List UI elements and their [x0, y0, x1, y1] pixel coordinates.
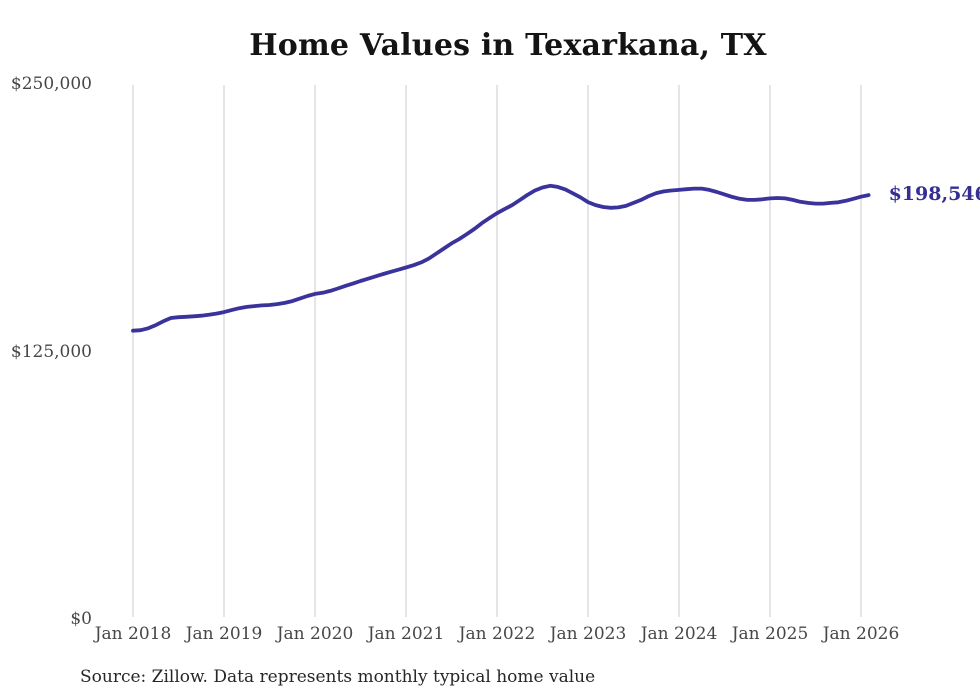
x-axis-label: Jan 2026 [822, 624, 900, 644]
y-axis-label: $125,000 [10, 341, 92, 362]
gridlines [132, 85, 862, 617]
x-axis-label: Jan 2019 [185, 624, 263, 644]
x-axis-label: Jan 2020 [276, 624, 354, 644]
x-axis-label: Jan 2024 [640, 624, 718, 644]
y-axis-label: $0 [70, 609, 92, 629]
home-value-line [131, 183, 871, 333]
current-value-label: $198,546 [888, 183, 980, 206]
x-axis-label: Jan 2018 [94, 624, 172, 644]
chart-title: Home Values in Texarkana, TX [249, 28, 767, 63]
y-axis-label: $250,000 [10, 74, 92, 94]
source-note: Source: Zillow. Data represents monthly … [80, 667, 596, 687]
x-axis-label: Jan 2022 [458, 624, 536, 644]
x-axis-label: Jan 2021 [367, 624, 445, 644]
x-axis-label: Jan 2025 [731, 624, 809, 644]
x-axis-label: Jan 2023 [549, 624, 627, 644]
